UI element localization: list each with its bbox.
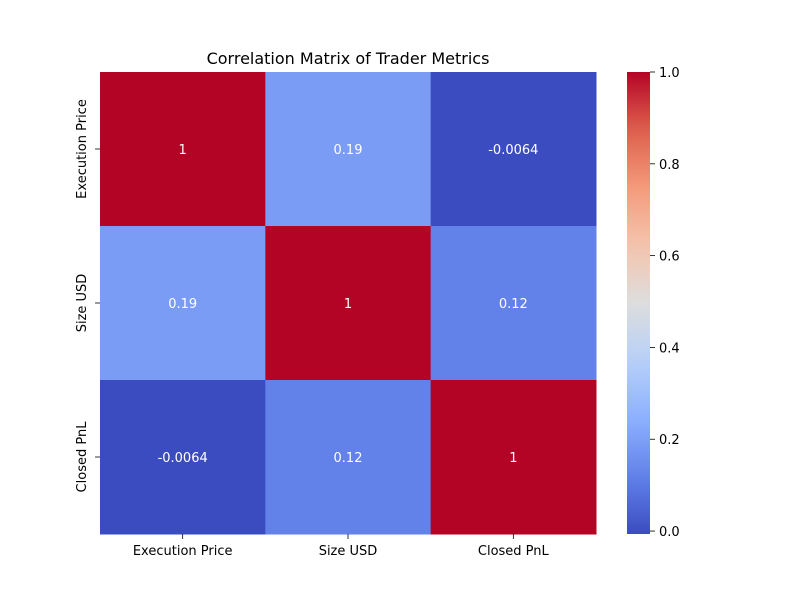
x-tick-label: Execution Price <box>133 544 233 559</box>
colorbar: 0.0 0.2 0.4 0.6 0.8 1.0 <box>627 66 680 540</box>
heatmap-cell <box>430 72 597 227</box>
cell-value-label: -0.0064 <box>158 451 208 466</box>
colorbar-gradient <box>627 72 650 534</box>
heatmap-cell <box>265 380 432 535</box>
cell-value-label: 1 <box>344 297 352 312</box>
x-tick-label: Closed PnL <box>478 544 550 559</box>
y-tick-label: Execution Price <box>75 99 90 199</box>
y-tick-label: Closed PnL <box>75 421 90 493</box>
heatmap-cell <box>265 226 432 381</box>
x-tick-label: Size USD <box>319 544 378 559</box>
cell-value-label: 0.19 <box>334 143 363 158</box>
colorbar-tick-label: 0.0 <box>659 525 680 540</box>
heatmap-cell <box>100 380 266 535</box>
colorbar-tick-label: 0.4 <box>659 341 680 356</box>
colorbar-tick-label: 0.6 <box>659 250 680 265</box>
cell-value-label: 0.12 <box>334 451 363 466</box>
heatmap-cell <box>100 72 266 227</box>
cell-value-label: 1 <box>509 451 517 466</box>
heatmap-cells: 1 0.19 -0.0064 0.19 1 0.12 -0.0064 0.12 1 <box>100 72 597 535</box>
heatmap-cell <box>430 380 597 535</box>
cell-value-label: 1 <box>179 143 187 158</box>
heatmap-cell <box>430 226 597 381</box>
colorbar-tick-label: 0.2 <box>659 433 680 448</box>
colorbar-tick-label: 0.8 <box>659 158 680 173</box>
cell-value-label: 0.12 <box>499 297 528 312</box>
heatmap-cell <box>100 226 266 381</box>
y-tick-label: Size USD <box>75 274 90 333</box>
colorbar-tick-label: 1.0 <box>659 66 680 81</box>
y-axis: Execution Price Size USD Closed PnL <box>75 99 100 492</box>
cell-value-label: 0.19 <box>168 297 197 312</box>
cell-value-label: -0.0064 <box>488 143 538 158</box>
x-axis: Execution Price Size USD Closed PnL <box>133 534 550 559</box>
heatmap-cell <box>265 72 432 227</box>
chart-title: Correlation Matrix of Trader Metrics <box>207 49 490 68</box>
